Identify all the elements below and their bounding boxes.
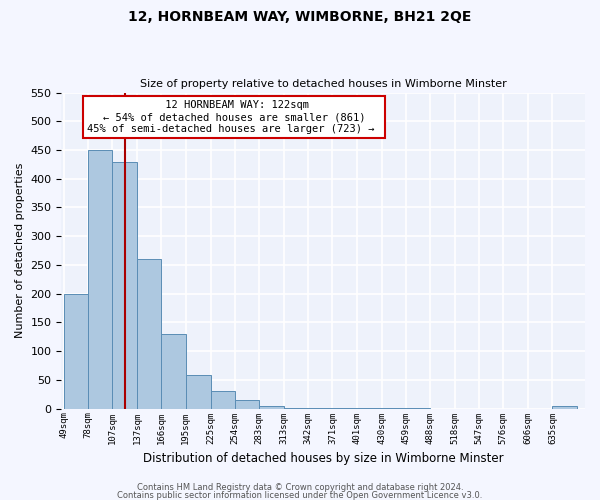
Bar <box>161 334 185 408</box>
Text: Contains public sector information licensed under the Open Government Licence v3: Contains public sector information licen… <box>118 490 482 500</box>
Bar <box>185 376 211 408</box>
Bar <box>553 406 577 408</box>
Text: Contains HM Land Registry data © Crown copyright and database right 2024.: Contains HM Land Registry data © Crown c… <box>137 484 463 492</box>
Bar <box>259 406 284 408</box>
Bar <box>88 150 112 408</box>
Title: Size of property relative to detached houses in Wimborne Minster: Size of property relative to detached ho… <box>140 79 506 89</box>
Bar <box>137 259 161 408</box>
Bar <box>64 294 88 408</box>
X-axis label: Distribution of detached houses by size in Wimborne Minster: Distribution of detached houses by size … <box>143 452 503 465</box>
Y-axis label: Number of detached properties: Number of detached properties <box>15 163 25 338</box>
Bar <box>211 392 235 408</box>
Bar <box>235 400 259 408</box>
Text: 12 HORNBEAM WAY: 122sqm
← 54% of detached houses are smaller (861)
45% of semi-d: 12 HORNBEAM WAY: 122sqm ← 54% of detache… <box>88 100 381 134</box>
Text: 12, HORNBEAM WAY, WIMBORNE, BH21 2QE: 12, HORNBEAM WAY, WIMBORNE, BH21 2QE <box>128 10 472 24</box>
Bar <box>112 162 137 408</box>
